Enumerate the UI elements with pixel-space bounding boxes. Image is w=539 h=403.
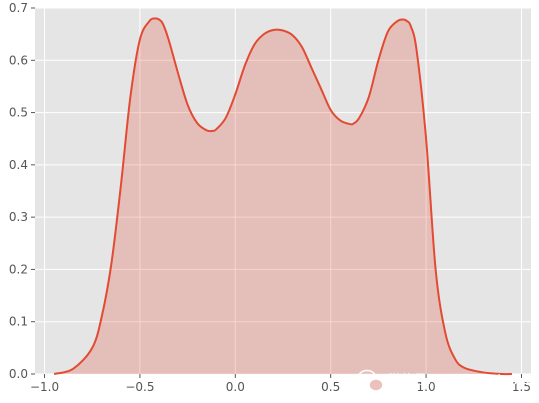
watermark: 微信号: deephub-imba	[357, 369, 530, 392]
y-tick-label: 0.2	[9, 262, 28, 276]
x-tick-label: −0.5	[125, 380, 154, 394]
density-curve	[53, 17, 512, 376]
y-tick-label: 0.6	[9, 53, 28, 67]
density-area	[54, 18, 512, 375]
x-tick-label: 1.5	[512, 380, 531, 394]
y-tick-label: 0.3	[9, 210, 28, 224]
grid-lines	[35, 7, 531, 375]
x-axis: −1.0 −0.5 0.0 0.5 1.0 1.5	[30, 374, 531, 394]
y-tick-label: 0.0	[9, 367, 28, 381]
x-tick-label: 0.5	[321, 380, 340, 394]
y-axis: 0.0 0.1 0.2 0.3 0.4 0.5 0.6 0.7	[9, 1, 35, 381]
y-tick-label: 0.5	[9, 106, 28, 120]
wechat-logo-icon	[357, 369, 384, 392]
y-tick-label: 0.7	[9, 1, 28, 15]
x-tick-label: 0.0	[226, 380, 245, 394]
y-tick-label: 0.1	[9, 315, 28, 329]
y-tick-label: 0.4	[9, 158, 28, 172]
plot-background	[35, 8, 531, 374]
x-tick-label: −1.0	[30, 380, 59, 394]
x-tick-label: 1.0	[417, 380, 436, 394]
watermark-text: 微信号: deephub-imba	[388, 373, 530, 388]
